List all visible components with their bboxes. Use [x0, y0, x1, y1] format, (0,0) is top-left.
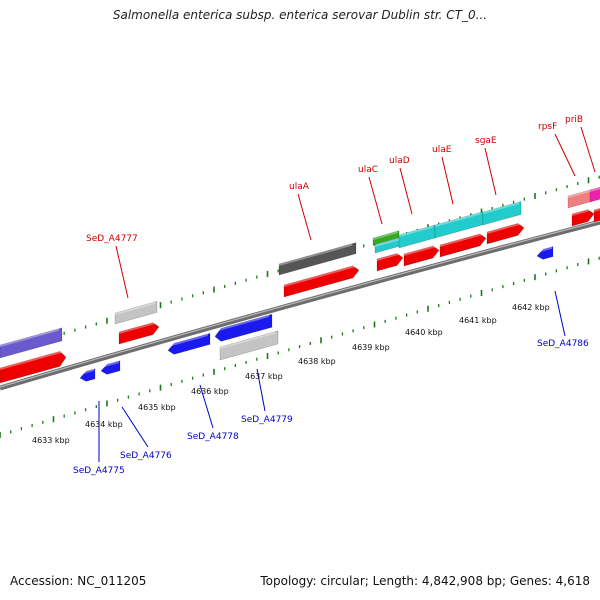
- cds-red-rpsf-highlight: [572, 208, 593, 216]
- callout-sed-a4779: [256, 368, 266, 412]
- cds-red-prib-highlight: [594, 208, 600, 212]
- callout-ulac: [368, 176, 383, 225]
- cds-cyan-sgae-highlight: [483, 202, 520, 214]
- callout-sed-a4786: [554, 290, 566, 337]
- cds-blue-a4776-highlight: [101, 361, 120, 368]
- genome-info-label: Topology: circular; Length: 4,842,908 bp…: [260, 574, 590, 588]
- cds-blue-a4775: [79, 368, 96, 382]
- cds-lightgray-a4779: [219, 330, 279, 361]
- gene-label-sed-a4778[interactable]: SeD_A4778: [187, 432, 239, 442]
- cds-cyan-ulad: [398, 224, 436, 249]
- gene-label-ulac[interactable]: ulaC: [358, 165, 378, 175]
- cds-lightgray-a4777-highlight: [115, 301, 155, 315]
- scale-label-4636: 4636 kbp: [191, 387, 229, 396]
- scale-labels: 4633 kbp 4634 kbp 4635 kbp 4636 kbp 4637…: [32, 303, 550, 445]
- cds-lightgray-a4779-highlight: [220, 331, 276, 349]
- cds-blue-a4779-highlight: [215, 315, 270, 332]
- gene-label-ulad[interactable]: ulaD: [389, 156, 410, 166]
- cds-red-ulac: [376, 253, 404, 272]
- gene-label-rpsf[interactable]: rpsF: [538, 122, 557, 132]
- cds-magenta-prib: [589, 186, 600, 203]
- gene-label-sed-a4779[interactable]: SeD_A4779: [241, 415, 293, 425]
- cds-magenta-prib-highlight: [590, 187, 600, 192]
- cds-cyan-ulac-highlight: [375, 238, 400, 247]
- callout-prib: [580, 126, 596, 173]
- cds-blue-a4786: [536, 246, 554, 260]
- scale-label-4641: 4641 kbp: [459, 316, 497, 325]
- cds-purple-left: [0, 327, 63, 359]
- scale-label-4639: 4639 kbp: [352, 343, 390, 352]
- cds-red-sgae-highlight: [487, 222, 523, 234]
- cds-darkgray-ulaa-highlight: [279, 243, 353, 266]
- cds-blue-a4778-highlight: [168, 333, 208, 347]
- cds-salmon-rpsf-highlight: [568, 189, 591, 198]
- callout-ulae: [441, 156, 454, 205]
- top-strand-labels: SeD_A4777 ulaA ulaC ulaD ulaE sgaE rpsF …: [86, 115, 583, 244]
- gene-label-prib[interactable]: priB: [565, 115, 583, 125]
- cds-red-ulac-highlight: [377, 252, 402, 261]
- cds-red-prib: [593, 208, 600, 223]
- cds-red-ulaa-highlight: [284, 265, 356, 287]
- gene-label-sed-a4776[interactable]: SeD_A4776: [120, 451, 172, 461]
- gene-features: [0, 186, 600, 384]
- cds-red-a4777: [118, 322, 160, 345]
- cds-cyan-ulae-highlight: [435, 212, 481, 227]
- callout-sed-a4778: [199, 384, 214, 429]
- bottom-strand-labels: SeD_A4775 SeD_A4776 SeD_A4778 SeD_A4779 …: [73, 339, 589, 476]
- cds-blue-a4775-highlight: [80, 369, 95, 375]
- cds-red-ulad-highlight: [404, 244, 438, 256]
- callout-sed-a4777: [115, 245, 129, 299]
- cds-red-1: [0, 351, 67, 384]
- scale-label-4640: 4640 kbp: [405, 328, 443, 337]
- cds-blue-a4779: [214, 313, 273, 342]
- gene-label-sed-a4786[interactable]: SeD_A4786: [537, 339, 589, 349]
- scale-label-4633: 4633 kbp: [32, 436, 70, 445]
- cds-red-ulae-highlight: [440, 232, 484, 247]
- cds-red-a4777-highlight: [119, 321, 157, 334]
- scale-label-4638: 4638 kbp: [298, 357, 336, 366]
- cds-cyan-ulad-highlight: [399, 225, 434, 237]
- scale-label-4637: 4637 kbp: [245, 372, 283, 381]
- map-title: Salmonella enterica subsp. enterica sero…: [112, 8, 488, 22]
- cds-red-sgae: [486, 223, 525, 245]
- gene-label-sed-a4777[interactable]: SeD_A4777: [86, 234, 138, 244]
- cds-lightgray-a4777: [114, 300, 158, 325]
- cds-purple-left-highlight: [0, 328, 59, 347]
- callout-rpsf: [554, 133, 576, 177]
- gene-label-ulae[interactable]: ulaE: [432, 145, 452, 155]
- callout-sgae: [484, 147, 497, 196]
- cds-red-1-highlight: [0, 350, 63, 370]
- lower-tick-ring: [0, 256, 600, 438]
- label-callouts: [98, 126, 596, 462]
- cds-blue-a4778: [167, 332, 211, 355]
- callout-ulad: [399, 167, 413, 215]
- callout-sed-a4776: [121, 406, 149, 448]
- scale-label-4635: 4635 kbp: [138, 403, 176, 412]
- cds-red-ulae: [439, 233, 487, 258]
- cds-blue-a4776: [100, 360, 121, 375]
- cds-red-ulaa: [283, 265, 360, 298]
- cds-darkgray-ulaa: [278, 242, 357, 276]
- cds-red-ulad: [403, 245, 440, 267]
- scale-label-4642: 4642 kbp: [512, 303, 550, 312]
- cds-blue-a4786-highlight: [537, 246, 553, 253]
- gene-label-ulaa[interactable]: ulaA: [289, 182, 310, 192]
- cds-green-ulac-highlight: [373, 231, 398, 240]
- cds-red-rpsf: [571, 209, 595, 227]
- cds-cyan-sgae: [482, 201, 522, 226]
- callout-ulaa: [297, 193, 312, 241]
- scale-label-4634: 4634 kbp: [85, 420, 123, 429]
- accession-label: Accession: NC_011205: [10, 574, 147, 588]
- gene-label-sgae[interactable]: sgaE: [475, 136, 497, 146]
- gene-label-sed-a4775[interactable]: SeD_A4775: [73, 466, 125, 476]
- genome-backbone: [0, 219, 600, 391]
